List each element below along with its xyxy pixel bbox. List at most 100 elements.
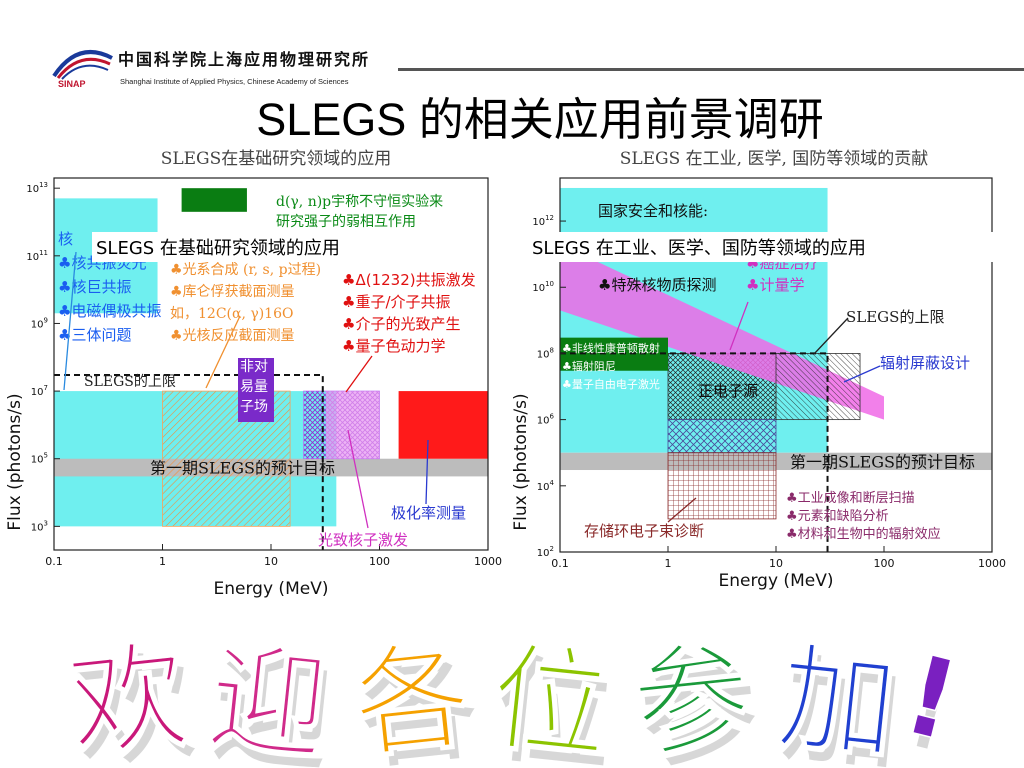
annotation-astro: ♣光系合成 (r, s, p过程): [170, 262, 321, 278]
nonpair-box: [238, 358, 274, 422]
welcome-shadow-char: 位: [489, 640, 621, 768]
label-nonpair: 非对: [240, 359, 268, 375]
annotation-compton: ♣量子自由电子激光: [562, 377, 660, 391]
annotation-arrow: [667, 497, 697, 523]
page-title: SLEGS 的相关应用前景调研: [256, 94, 824, 145]
annotation-nuclear: ♣电磁偶极共振: [58, 302, 161, 320]
region-grid-brown: [667, 452, 777, 520]
chart-title: SLEGS在基础研究领域的应用: [161, 149, 392, 169]
y-tick-label: 1013: [26, 181, 48, 195]
header-divider: [398, 68, 1024, 71]
annotation-arrow: [813, 317, 849, 355]
welcome-shadow-char: 加: [777, 640, 909, 768]
annotation-nuclear: ♣三体问题: [58, 326, 131, 344]
upper-limit-label: SLEGS的上限: [84, 374, 176, 390]
x-tick-label: 0.1: [45, 555, 63, 568]
overlay-label: SLEGS 在基础研究领域的应用: [96, 238, 340, 259]
welcome-shadow-char: 欢: [69, 637, 201, 768]
annotation-arrow: [729, 301, 749, 351]
y-tick-label: 108: [537, 346, 554, 360]
region-green: [181, 188, 247, 212]
region-red: [398, 391, 488, 459]
annotation-compton: ♣非线性康普顿散射: [562, 341, 660, 355]
annotation-security: 国家安全和核能:: [598, 202, 708, 220]
annotation-arrow: [347, 429, 369, 529]
upper-limit-line: [54, 373, 324, 550]
y-tick-label: 105: [31, 452, 48, 466]
welcome-char: 参: [626, 625, 758, 768]
x-tick-label: 0.1: [551, 557, 569, 570]
y-tick-label: 109: [31, 316, 48, 330]
y-tick-label: 107: [31, 384, 48, 398]
annotation-nuclear: ♣核巨共振: [58, 278, 131, 296]
welcome-shadow-char: 迎: [207, 640, 339, 768]
y-tick-label: 1010: [532, 280, 554, 294]
annotation-nuclear: 核: [58, 230, 73, 248]
annotation-industry: ♣工业成像和断层扫描: [786, 491, 915, 506]
label-nonpair: 易量: [240, 379, 268, 395]
label-positron: 正电子源: [698, 382, 758, 400]
y-tick-label: 102: [537, 545, 554, 559]
welcome-char: 各: [346, 625, 479, 768]
annotation-arrow: [843, 365, 881, 383]
x-tick-label: 100: [369, 555, 390, 568]
institute-name-en: Shanghai Institute of Applied Physics, C…: [120, 77, 349, 86]
x-axis-label: Energy (MeV): [719, 571, 834, 591]
x-tick-label: 1: [665, 557, 672, 570]
annotation-industry: ♣材料和生物中的辐射效应: [786, 526, 941, 542]
annotation-astro: 如，12C(α, γ)16O: [170, 306, 293, 322]
target-label: 第一期SLEGS的预计目标: [790, 452, 975, 471]
institute-name-cn: 中国科学院上海应用物理研究所: [118, 50, 371, 69]
y-tick-label: 1012: [532, 214, 554, 228]
annotation-arrow: [205, 315, 241, 389]
label-polarization: 极化率测量: [391, 504, 466, 522]
annotation-arrow: [425, 439, 429, 505]
x-tick-label: 100: [874, 557, 895, 570]
label-nonpair: 子场: [240, 399, 268, 415]
annotation-qcd: ♣重子/介子共振: [342, 293, 451, 311]
welcome-banner: 欢欢 迎迎 各各 位位 参参 加加!!: [60, 624, 971, 768]
x-tick-label: 10: [264, 555, 278, 568]
y-axis-label: Flux (photons/s): [5, 393, 25, 530]
welcome-char: 欢: [61, 625, 194, 768]
overlay-label-bg: [92, 232, 444, 262]
annotation-compton: ♣辐射阻尼: [562, 359, 616, 373]
welcome-shadow-char: 各: [353, 637, 485, 768]
annotation-industry: ♣元素和缺陷分析: [786, 509, 889, 524]
upper-limit-label: SLEGS的上限: [846, 308, 944, 326]
annotation-medical: ♣计量学: [746, 276, 804, 294]
x-axis-label: Energy (MeV): [214, 579, 329, 599]
y-tick-label: 104: [537, 479, 555, 493]
sinap-logo: [48, 44, 118, 90]
y-tick-label: 1011: [26, 249, 48, 263]
label-shielding: 辐射屏蔽设计: [880, 354, 970, 372]
annotation-qcd: ♣介子的光致产生: [342, 315, 460, 333]
logo-text: SINAP: [58, 79, 86, 89]
region-hatch-orange: [162, 390, 291, 527]
welcome-shadow-char: 参: [633, 637, 765, 768]
chart-title: SLEGS 在工业, 医学, 国防等领域的贡献: [620, 149, 929, 169]
annotation-qcd: ♣Δ(1232)共振激发: [342, 271, 476, 289]
label-ring: 存储环电子束诊断: [584, 522, 704, 540]
y-axis-label: Flux (photons/s): [511, 393, 531, 530]
annotation-arrow: [63, 251, 77, 391]
target-label: 第一期SLEGS的预计目标: [150, 459, 335, 478]
x-tick-label: 10: [769, 557, 783, 570]
annotation-parity: 研究强子的弱相互作用: [276, 214, 416, 230]
x-tick-label: 1000: [978, 557, 1006, 570]
chart-industry-medicine: SLEGS 在工业, 医学, 国防等领域的贡献 SLEGS的上限第一期SLEGS…: [511, 149, 1006, 591]
annotation-security: ♣特殊核物质探测: [598, 276, 716, 294]
annotation-astro: ♣光核反应截面测量: [170, 327, 295, 344]
welcome-char: 加: [772, 627, 904, 768]
overlay-label-bg: [528, 232, 1006, 262]
y-tick-label: 103: [31, 519, 48, 533]
annotation-arrow: [345, 355, 373, 393]
annotation-astro: ♣库仑俘获截面测量: [170, 284, 295, 300]
x-tick-label: 1: [159, 555, 166, 568]
x-tick-label: 1000: [474, 555, 502, 568]
label-photo-excitation: 光致核子激发: [318, 531, 408, 549]
welcome-char: 迎: [202, 627, 334, 768]
region-hatch-blue: [667, 419, 777, 454]
annotation-qcd: ♣量子色动力学: [342, 337, 445, 355]
